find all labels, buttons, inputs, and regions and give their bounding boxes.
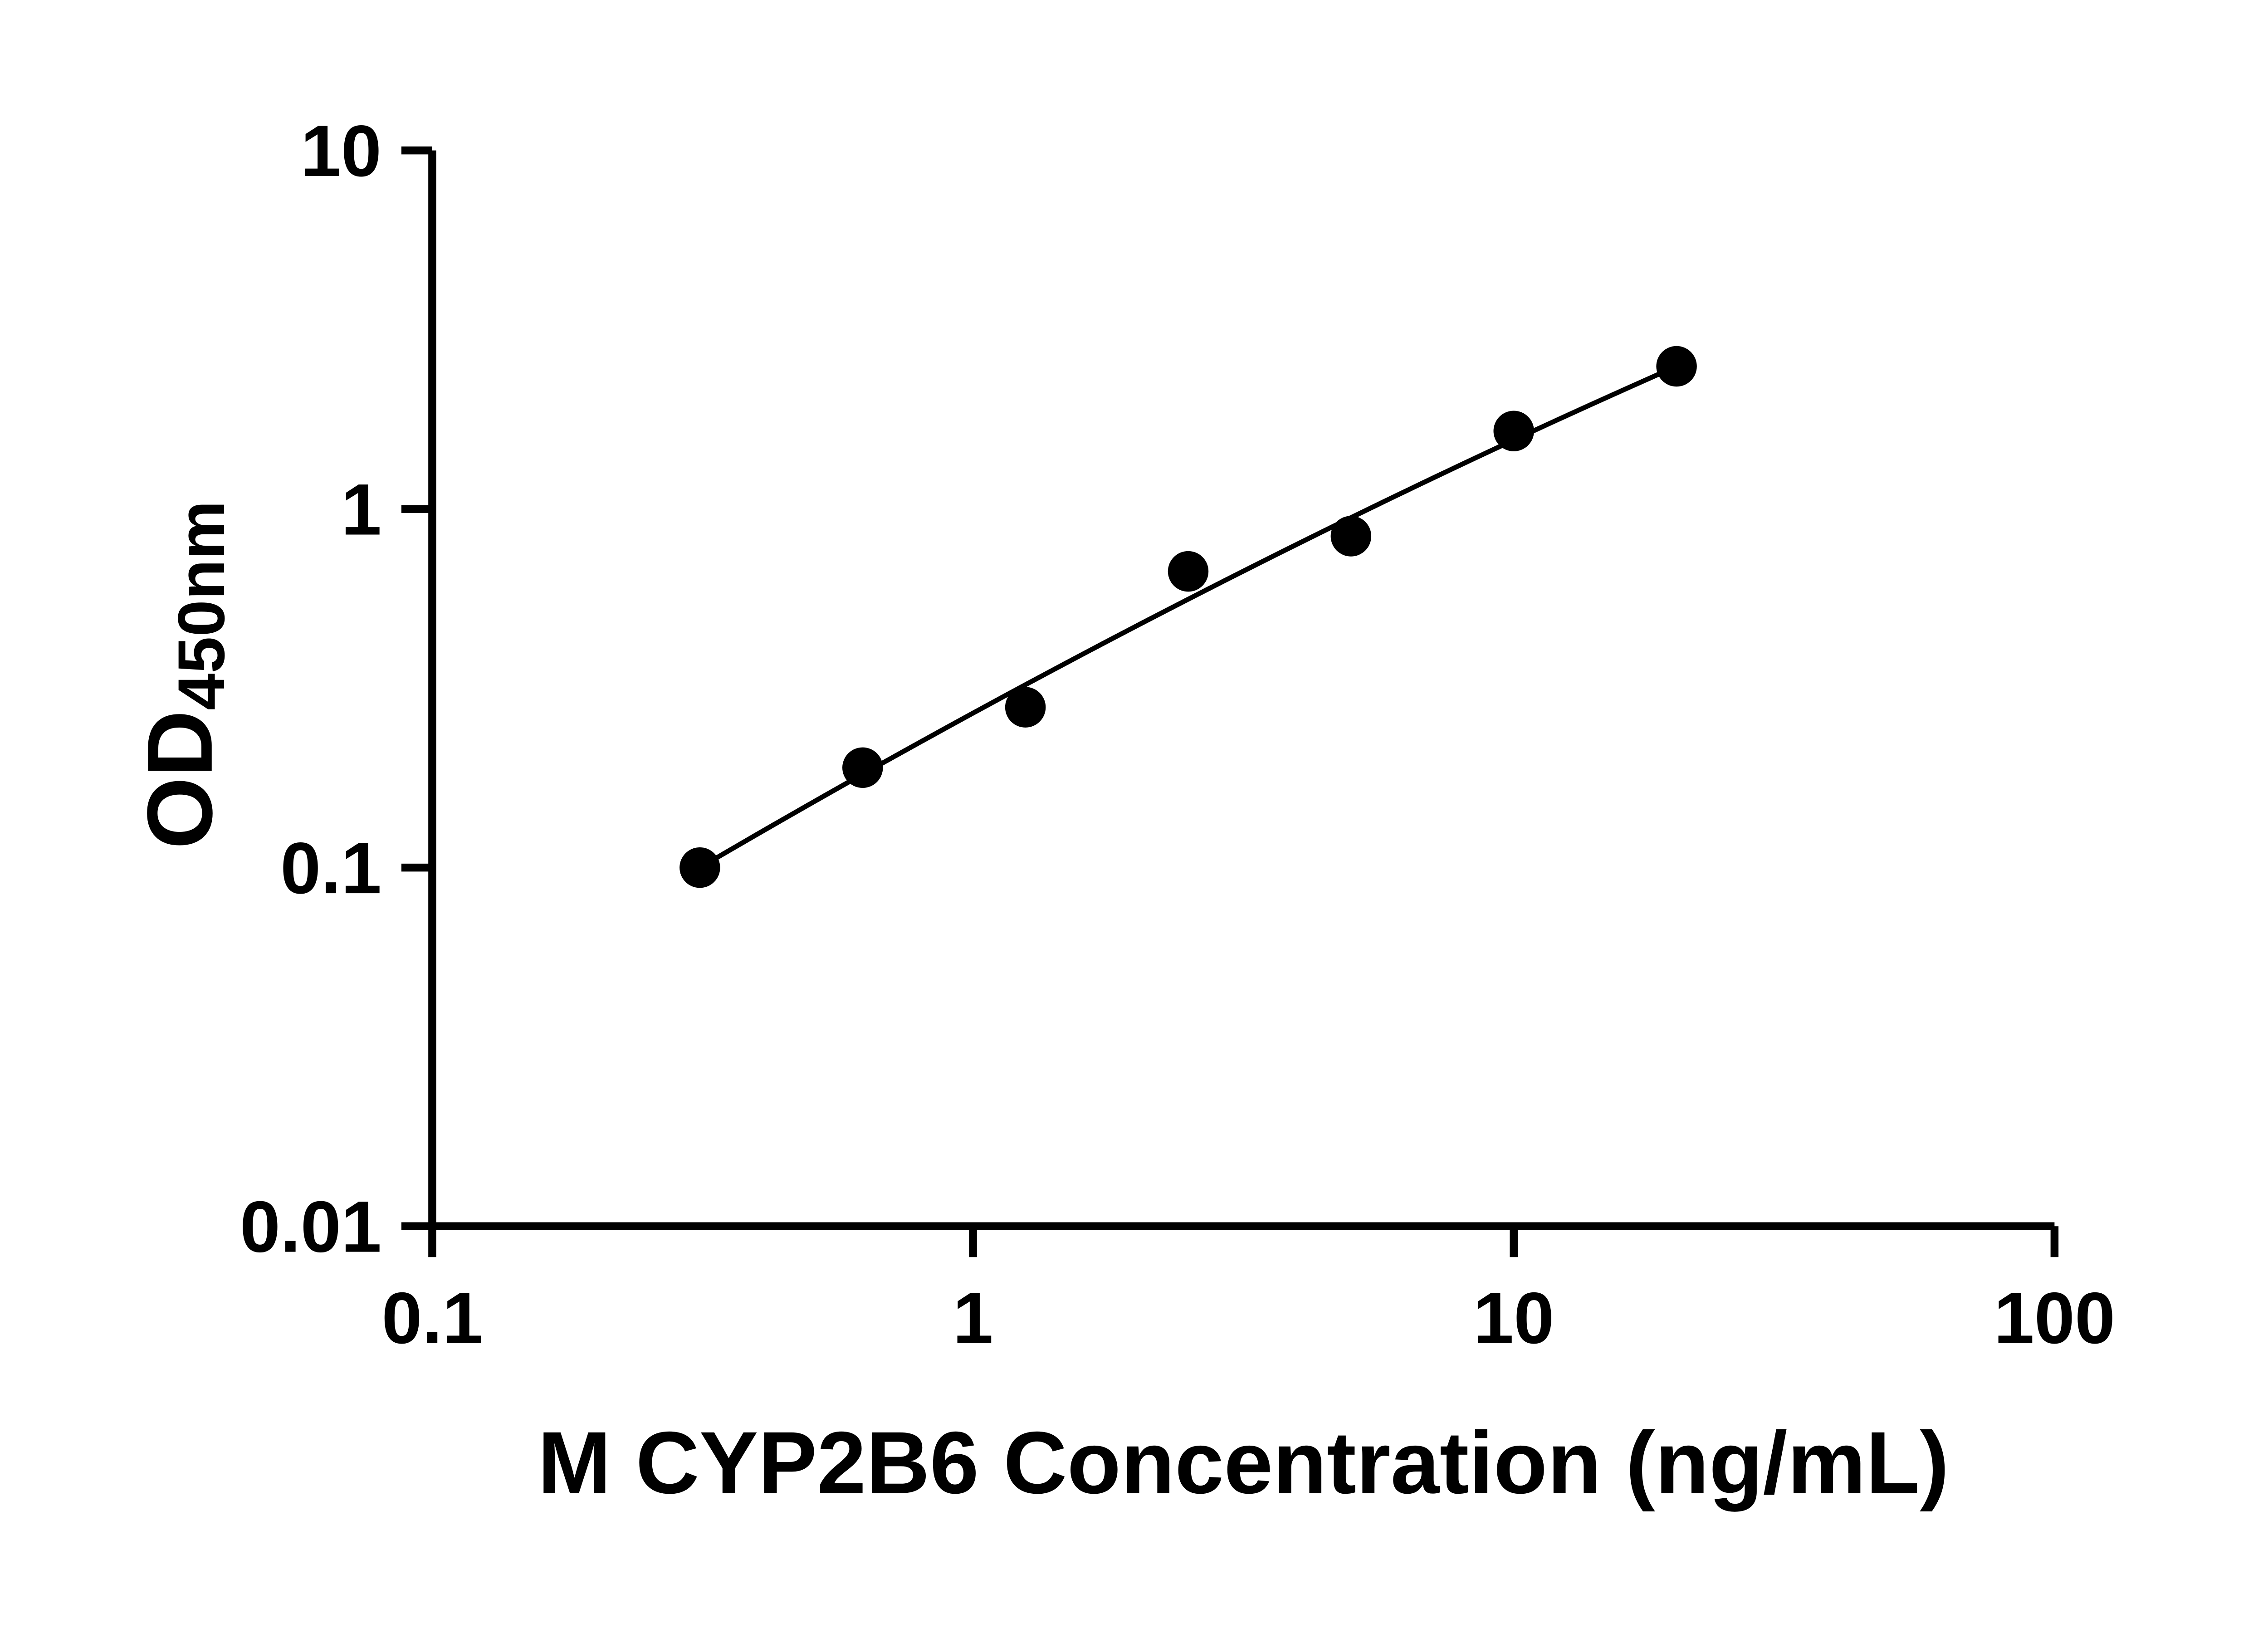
x-tick-label: 10 [1473, 1277, 1554, 1359]
y-axis-title-subscript: 450nm [164, 501, 238, 710]
data-point [1168, 551, 1209, 592]
axes [428, 150, 2055, 1230]
data-point [1330, 516, 1372, 557]
data-point [1493, 411, 1534, 451]
data-point [842, 747, 883, 788]
x-tick-label: 1 [953, 1277, 993, 1359]
data-point [1656, 346, 1697, 387]
y-tick-label: 10 [301, 110, 381, 191]
elisa-standard-curve-figure: 0.1 1 10 100 0.01 0.1 1 10 M CYP2B6 Concentrati… [128, 110, 2116, 1512]
y-tick-label: 0.1 [280, 827, 381, 909]
x-tick-label: 0.1 [381, 1277, 483, 1359]
y-axis-title-main: OD [128, 710, 232, 849]
y-tick-label: 1 [341, 469, 381, 550]
x-tick-label: 100 [1994, 1277, 2116, 1359]
data-point [679, 847, 720, 888]
y-axis-title: OD450nm [128, 501, 238, 849]
x-axis-title: M CYP2B6 Concentration (ng/mL) [538, 1414, 1949, 1512]
data-point [1005, 687, 1046, 728]
y-tick-label: 0.01 [240, 1186, 381, 1267]
